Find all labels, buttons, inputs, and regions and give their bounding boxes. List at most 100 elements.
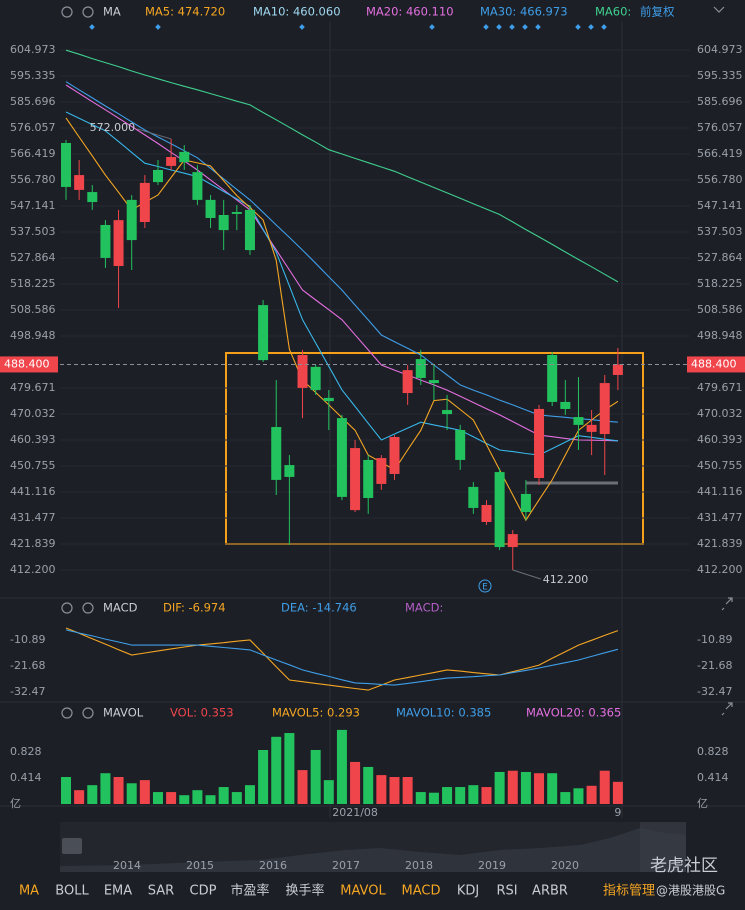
volume-bar xyxy=(126,783,137,804)
volume-bar xyxy=(139,780,150,804)
header-icons xyxy=(61,6,733,719)
volume-bar xyxy=(258,749,269,804)
y-tick-label: 450.755 xyxy=(10,459,56,472)
y-tick-label: 421.839 xyxy=(697,537,743,550)
candle-body xyxy=(336,418,347,497)
expand-icon[interactable] xyxy=(721,702,733,716)
volume-bar xyxy=(560,792,571,804)
volume-bar xyxy=(442,787,453,804)
volume-bar xyxy=(218,787,229,804)
volume-bar xyxy=(192,790,203,804)
y-tick-label: 576.057 xyxy=(697,121,743,134)
price-label: 488.400 xyxy=(691,357,737,370)
candle-body xyxy=(179,151,190,163)
volume-bar xyxy=(520,771,531,804)
candle-body xyxy=(428,380,439,384)
indicator-tab[interactable]: EMA xyxy=(104,884,132,899)
volume-bar xyxy=(310,749,321,804)
indicator-tab[interactable]: CDP xyxy=(190,884,217,899)
candle-body xyxy=(560,401,571,409)
volume-bar xyxy=(179,795,190,804)
indicator-label: MAVOL20: 0.365 xyxy=(526,706,621,720)
watermark-user: @港股港股G xyxy=(656,884,725,898)
indicator-line xyxy=(65,629,619,686)
indicator-label: MA xyxy=(103,5,121,19)
y-tick-label: 0.828 xyxy=(10,745,42,758)
indicator-label: MA30: 466.973 xyxy=(480,5,568,19)
y-tick-label: 421.839 xyxy=(10,537,56,550)
volume-bar xyxy=(507,770,518,804)
watermark-title: 老虎社区 xyxy=(650,856,718,876)
candle-body xyxy=(231,212,242,214)
volume-bar xyxy=(74,790,85,804)
event-dot xyxy=(429,24,435,30)
close-icon[interactable] xyxy=(82,6,94,18)
volume-bar xyxy=(100,773,111,804)
indicator-tab[interactable]: BOLL xyxy=(55,884,89,899)
settings-icon[interactable] xyxy=(61,707,73,719)
y-tick-label: 479.671 xyxy=(10,381,56,394)
candle-body xyxy=(61,142,71,187)
indicator-tab[interactable]: 指标管理 xyxy=(603,884,655,899)
close-icon[interactable] xyxy=(82,707,94,719)
indicator-tab[interactable]: ARBR xyxy=(532,884,568,899)
candle-body xyxy=(363,459,374,498)
settings-icon[interactable] xyxy=(61,602,73,614)
y-tick-label: -32.47 xyxy=(10,685,45,698)
price-label-bg xyxy=(687,356,745,373)
indicator-line xyxy=(65,81,618,423)
indicator-label: DEA: -14.746 xyxy=(281,601,357,615)
y-tick-label: 585.696 xyxy=(10,95,56,108)
timeline-handle[interactable] xyxy=(62,838,82,854)
close-icon[interactable] xyxy=(82,602,94,614)
candle-body xyxy=(547,355,558,402)
volume-bar xyxy=(415,792,426,804)
candle-body xyxy=(442,410,453,415)
timeline-area xyxy=(60,828,686,872)
indicator-tab[interactable]: 换手率 xyxy=(285,883,324,899)
candle-body xyxy=(310,366,321,391)
candle-body xyxy=(100,224,111,258)
candle-body xyxy=(520,493,531,512)
timeline-year: 2017 xyxy=(332,859,360,872)
candle-body xyxy=(415,359,426,378)
indicator-tab[interactable]: MACD xyxy=(402,884,441,899)
y-tick-label: 547.141 xyxy=(697,199,743,212)
y-tick-label: 441.116 xyxy=(697,485,743,498)
indicator-tab[interactable]: KDJ xyxy=(457,884,479,899)
y-tick-label: 431.477 xyxy=(10,511,56,524)
event-dot xyxy=(299,24,305,30)
y-tick-label: 470.032 xyxy=(10,407,56,420)
candle-body xyxy=(113,220,124,266)
timeline-window[interactable] xyxy=(640,822,686,872)
indicator-label: MAVOL xyxy=(103,706,144,720)
indicator-tab[interactable]: RSI xyxy=(496,884,517,899)
settings-icon[interactable] xyxy=(61,6,73,18)
indicator-tab[interactable]: MAVOL xyxy=(340,884,386,899)
y-tick-label: 0.828 xyxy=(697,745,729,758)
indicator-label: MA20: 460.110 xyxy=(366,5,454,19)
timeline-year: 2014 xyxy=(113,859,141,872)
indicator-tab[interactable]: SAR xyxy=(148,884,174,899)
event-dot xyxy=(155,24,161,30)
candle-body xyxy=(87,192,98,203)
candle-body xyxy=(612,364,623,375)
indicator-tab[interactable]: MA xyxy=(19,884,39,899)
candle-body xyxy=(494,472,505,548)
collapse-icon[interactable] xyxy=(713,6,725,13)
y-tick-label: 508.586 xyxy=(10,303,56,316)
volume-bar xyxy=(61,776,71,804)
timeline-year: 2018 xyxy=(405,859,433,872)
timeline-year: 2020 xyxy=(551,859,579,872)
volume-bar xyxy=(152,792,163,804)
indicator-tab[interactable]: 市盈率 xyxy=(230,883,269,899)
indicator-line xyxy=(65,49,619,283)
y-tick-label: 547.141 xyxy=(10,199,56,212)
volume-bar xyxy=(455,787,466,804)
expand-icon[interactable] xyxy=(721,597,733,611)
event-dot xyxy=(483,24,489,30)
y-tick-label: 412.200 xyxy=(697,563,743,576)
y-tick-label: 556.780 xyxy=(697,173,743,186)
volume-bar xyxy=(599,770,610,804)
